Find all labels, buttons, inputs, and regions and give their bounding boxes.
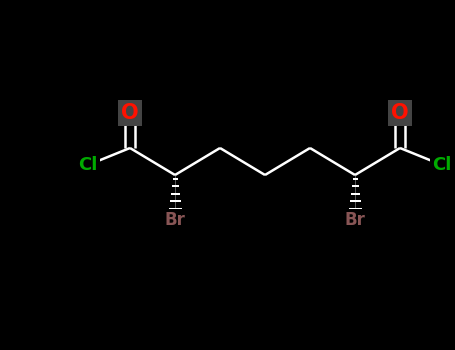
- Text: O: O: [391, 103, 409, 123]
- Text: Br: Br: [165, 211, 186, 229]
- Text: Br: Br: [344, 211, 365, 229]
- Text: O: O: [121, 103, 139, 123]
- Text: Cl: Cl: [432, 156, 452, 174]
- Text: Cl: Cl: [78, 156, 98, 174]
